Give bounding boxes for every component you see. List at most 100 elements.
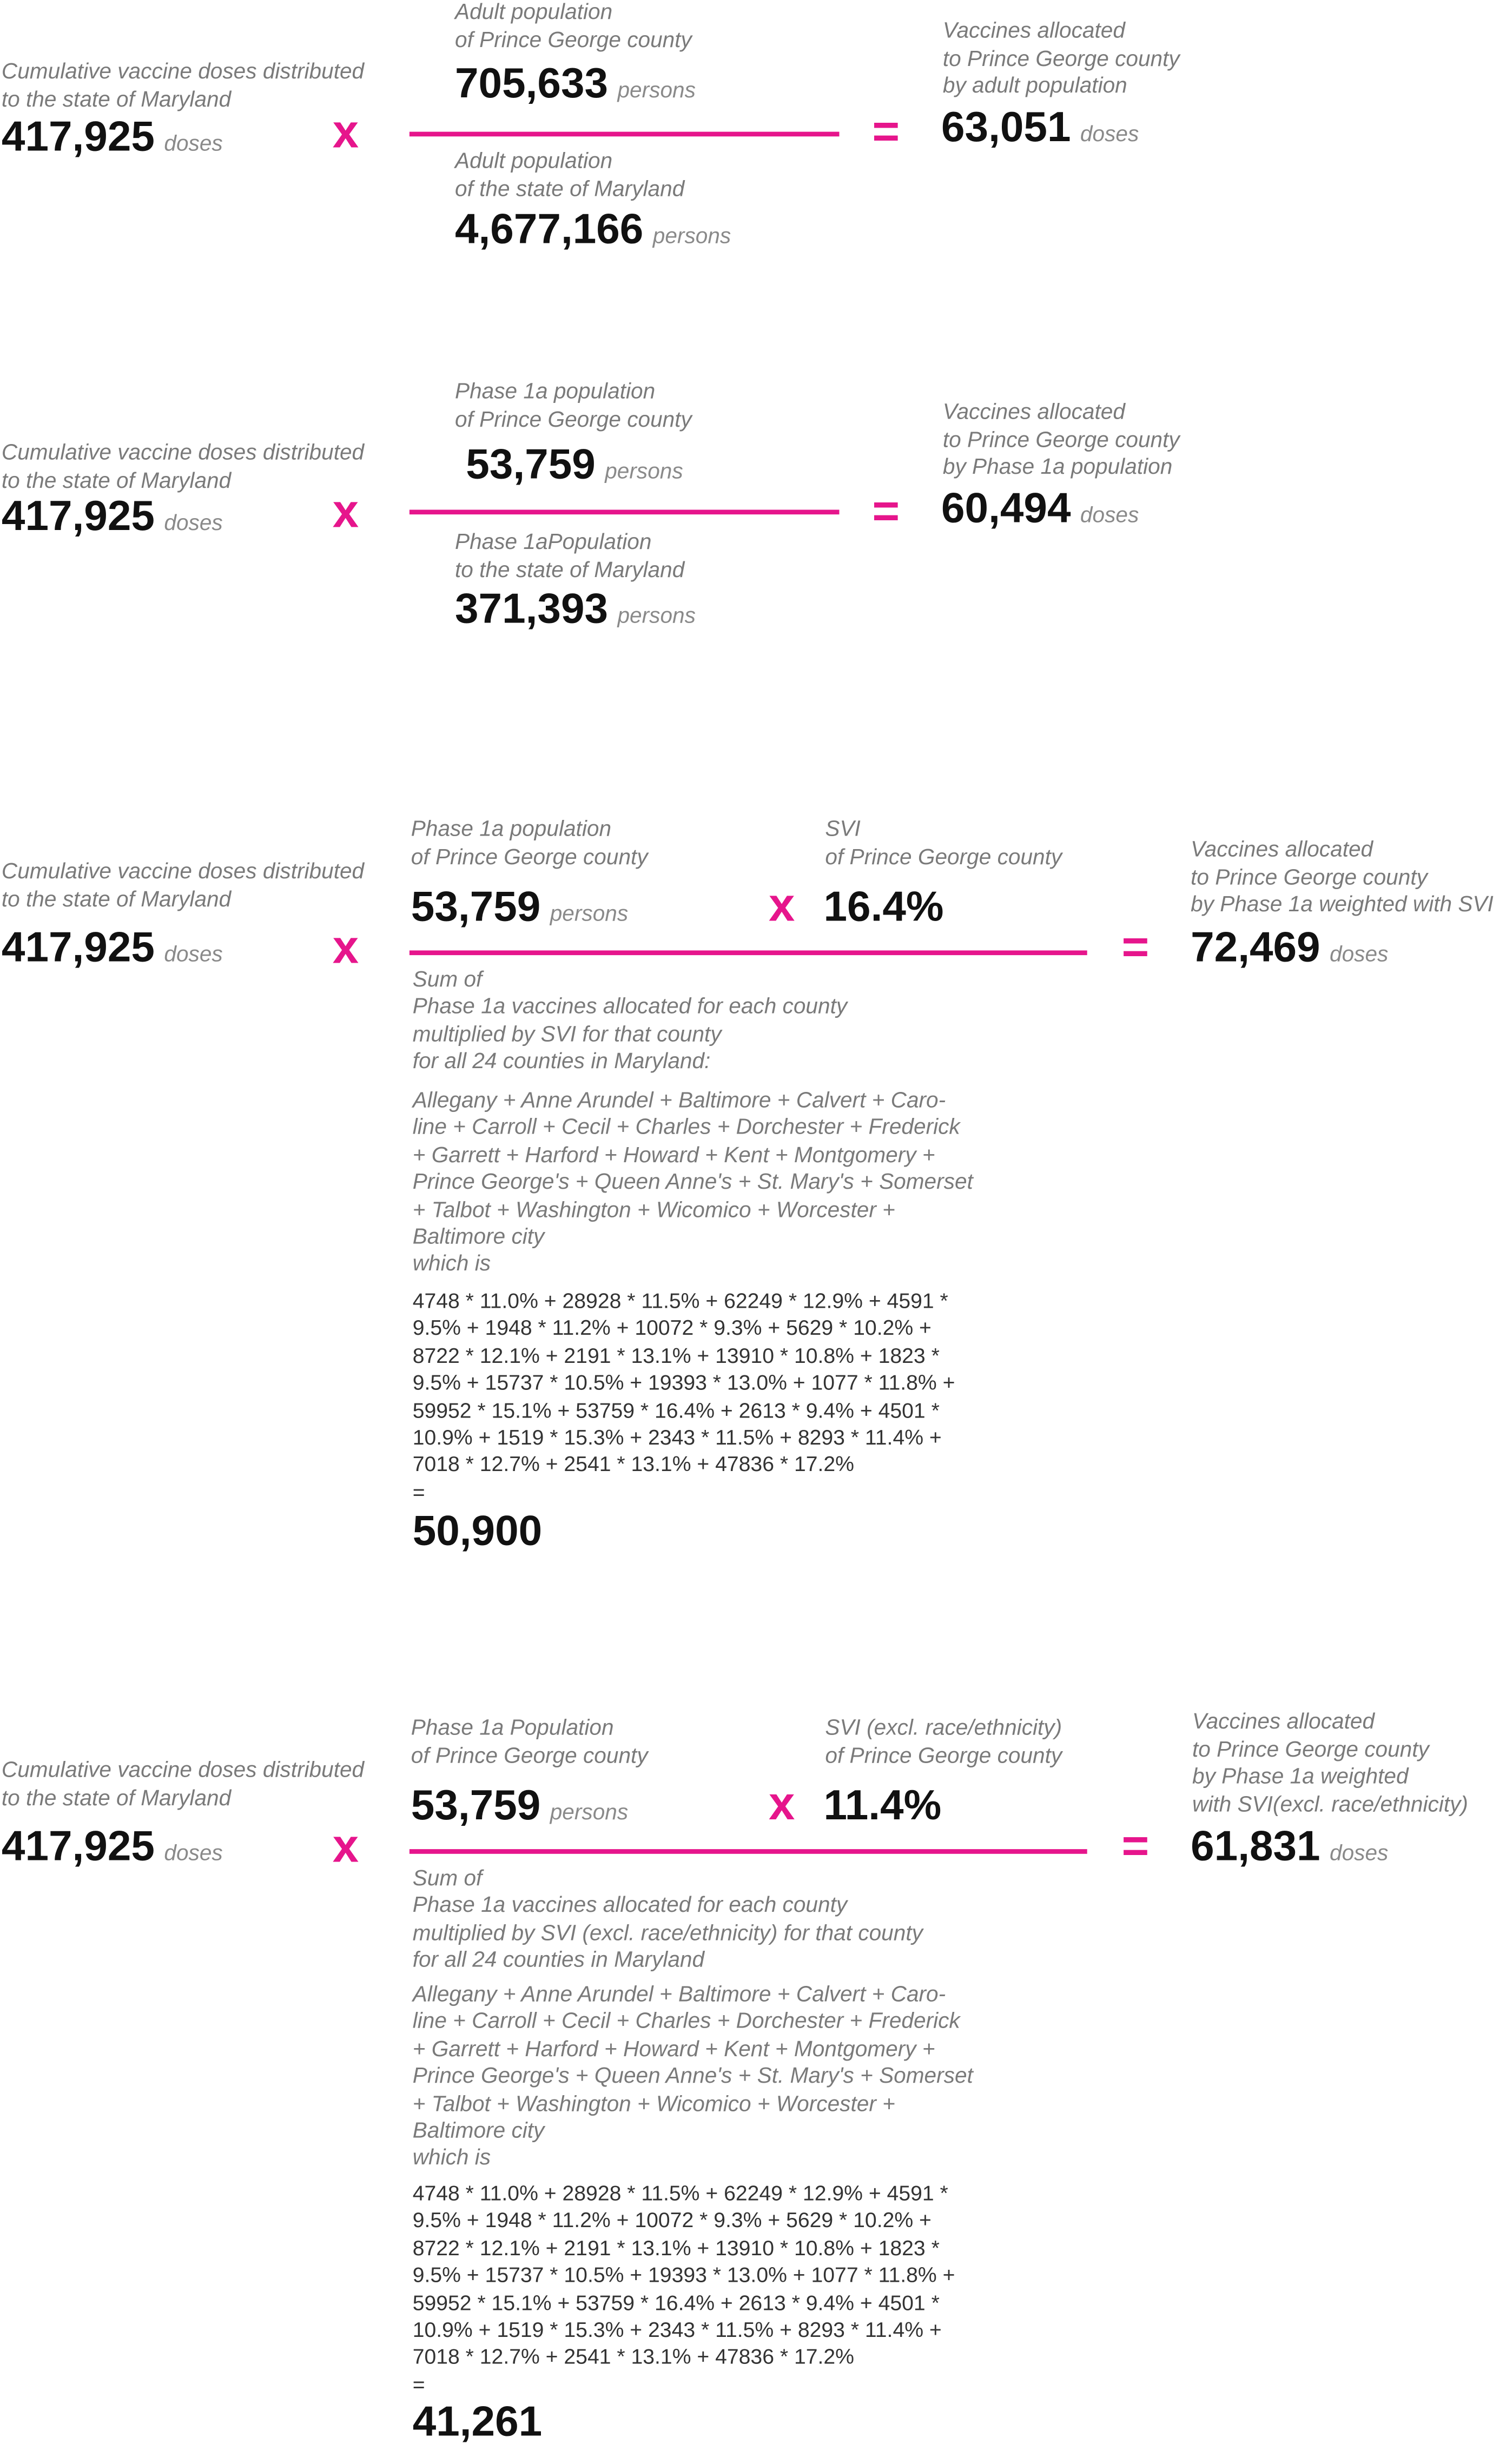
- label-line: Cumulative vaccine doses distributed: [1, 1757, 365, 1782]
- label-line: of Prince George county: [455, 405, 692, 431]
- denominator-formula: 4748 * 11.0% + 28928 * 11.5% + 62249 * 1…: [413, 1288, 955, 1506]
- value-unit: doses: [164, 1839, 223, 1865]
- label-line: Cumulative vaccine doses distributed: [1, 58, 365, 83]
- multiply-sign: x: [332, 1820, 359, 1873]
- state-doses-label: Cumulative vaccine doses distributed to …: [2, 858, 364, 913]
- result-value: 61,831 doses: [1191, 1823, 1388, 1876]
- equals-sign: =: [1121, 1820, 1150, 1873]
- value-unit: doses: [1330, 1839, 1389, 1865]
- label-line: Adult population: [455, 0, 613, 24]
- multiply-sign: x: [332, 486, 359, 538]
- value-number: 63,051: [941, 103, 1071, 151]
- label-line: Phase 1a population: [411, 816, 612, 841]
- denominator-description: Sum of Phase 1a vaccines allocated for e…: [413, 966, 847, 1075]
- label-line: of Prince George county: [411, 1741, 648, 1767]
- label-line: Phase 1aPopulation: [455, 528, 652, 554]
- equation-adult-population: Cumulative vaccine doses distributed to …: [0, 0, 1506, 298]
- text-line: 7018 * 12.7% + 2541 * 13.1% + 47836 * 17…: [412, 2345, 855, 2369]
- state-doses-label: Cumulative vaccine doses distributed to …: [2, 58, 364, 113]
- numerator-label: Adult population of Prince George county: [455, 0, 692, 54]
- value-unit: doses: [164, 941, 223, 966]
- value-number: 60,494: [941, 485, 1071, 532]
- label-line: of Prince George county: [825, 843, 1062, 869]
- value-number: 417,925: [1, 1822, 155, 1870]
- label-line: to Prince George county: [1192, 1735, 1429, 1761]
- multiply-sign: x: [332, 922, 359, 974]
- text-line: 4748 * 11.0% + 28928 * 11.5% + 62249 * 1…: [412, 1289, 948, 1313]
- value-number: 417,925: [1, 112, 155, 160]
- text-line: Phase 1a vaccines allocated for each cou…: [412, 1892, 848, 1917]
- denominator-value: 371,393 persons: [455, 585, 696, 639]
- text-line: Phase 1a vaccines allocated for each cou…: [412, 993, 848, 1019]
- text-line: Allegany + Anne Arundel + Baltimore + Ca…: [412, 1087, 946, 1112]
- text-line: 10.9% + 1519 * 15.3% + 2343 * 11.5% + 82…: [412, 2318, 942, 2342]
- text-line: 4748 * 11.0% + 28928 * 11.5% + 62249 * 1…: [412, 2181, 948, 2205]
- label-line: by adult population: [942, 72, 1127, 97]
- value-number: 53,759: [411, 883, 541, 930]
- text-line: multiplied by SVI (excl. race/ethnicity)…: [412, 1919, 923, 1945]
- label-line: to Prince George county: [942, 426, 1180, 451]
- label-line: of Prince George county: [825, 1741, 1062, 1767]
- state-doses-label: Cumulative vaccine doses distributed to …: [2, 1757, 364, 1812]
- state-doses-value: 417,925 doses: [2, 113, 223, 167]
- text-line: + Talbot + Washington + Wicomico + Worce…: [412, 1196, 895, 1222]
- equals-sign: =: [872, 107, 900, 158]
- label-line: to the state of Maryland: [455, 556, 685, 581]
- text-line: for all 24 counties in Maryland: [412, 1946, 705, 1972]
- equation-phase-1a-weighted-svi: Cumulative vaccine doses distributed to …: [2, 816, 1494, 1554]
- result-label: Vaccines allocated to Prince George coun…: [943, 17, 1180, 100]
- text-line: + Talbot + Washington + Wicomico + Worce…: [412, 2090, 895, 2116]
- value-number: 705,633: [455, 59, 609, 107]
- text-line: =: [412, 1480, 425, 1504]
- multiply-sign: x: [769, 879, 795, 932]
- text-line: 59952 * 15.1% + 53759 * 16.4% + 2613 * 9…: [412, 1398, 940, 1422]
- value-unit: doses: [1080, 121, 1139, 146]
- result-label: Vaccines allocated to Prince George coun…: [943, 399, 1180, 481]
- text-line: 8722 * 12.1% + 2191 * 13.1% + 13910 * 10…: [412, 1343, 940, 1368]
- svi-label: SVI (excl. race/ethnicity) of Prince Geo…: [825, 1714, 1062, 1770]
- fraction-bar: [409, 950, 1087, 956]
- label-line: to the state of Maryland: [1, 466, 232, 492]
- county-list: Allegany + Anne Arundel + Baltimore + Ca…: [413, 1981, 973, 2172]
- text-line: 9.5% + 1948 * 11.2% + 10072 * 9.3% + 562…: [412, 2209, 932, 2233]
- text-line: multiplied by SVI for that county: [412, 1021, 722, 1046]
- text-line: Baltimore city: [412, 1223, 545, 1249]
- value-unit: persons: [550, 1799, 629, 1824]
- svi-value: 16.4%: [823, 883, 944, 930]
- text-line: 8722 * 12.1% + 2191 * 13.1% + 13910 * 10…: [412, 2236, 940, 2260]
- state-doses-value: 417,925 doses: [2, 493, 223, 546]
- label-line: to Prince George county: [942, 44, 1180, 70]
- value-unit: persons: [652, 222, 731, 248]
- equals-sign: =: [1121, 922, 1150, 974]
- text-line: Sum of: [412, 1865, 483, 1890]
- text-line: Baltimore city: [412, 2117, 545, 2143]
- text-line: + Garrett + Harford + Howard + Kent + Mo…: [412, 1141, 935, 1167]
- value-unit: doses: [164, 509, 223, 535]
- text-line: + Garrett + Harford + Howard + Kent + Mo…: [412, 2035, 935, 2061]
- label-line: Vaccines allocated: [942, 398, 1125, 423]
- value-unit: persons: [617, 602, 696, 627]
- label-line: Vaccines allocated: [942, 17, 1125, 43]
- text-line: =: [412, 2373, 425, 2396]
- text-line: line + Carroll + Cecil + Charles + Dorch…: [412, 2008, 960, 2034]
- svi-value: 11.4%: [823, 1781, 942, 1829]
- state-doses-value: 417,925 doses: [2, 924, 223, 977]
- label-line: Phase 1a Population: [411, 1714, 614, 1740]
- label-line: Cumulative vaccine doses distributed: [1, 858, 365, 883]
- value-number: 53,759: [466, 440, 596, 488]
- value-unit: doses: [1330, 941, 1389, 966]
- text-line: which is: [412, 2144, 491, 2170]
- label-line: to the state of Maryland: [1, 885, 232, 911]
- label-line: by Phase 1a weighted with SVI: [1191, 891, 1494, 916]
- text-line: Prince George's + Queen Anne's + St. Mar…: [412, 2063, 973, 2088]
- label-line: with SVI(excl. race/ethnicity): [1192, 1790, 1468, 1816]
- label-line: SVI: [825, 816, 861, 841]
- label-line: SVI (excl. race/ethnicity): [825, 1714, 1062, 1740]
- value-number: 417,925: [1, 924, 155, 971]
- denominator-value: 4,677,166 persons: [455, 206, 731, 259]
- value-number: 53,759: [411, 1781, 541, 1829]
- multiply-sign: x: [332, 107, 359, 158]
- state-doses-label: Cumulative vaccine doses distributed to …: [2, 439, 364, 494]
